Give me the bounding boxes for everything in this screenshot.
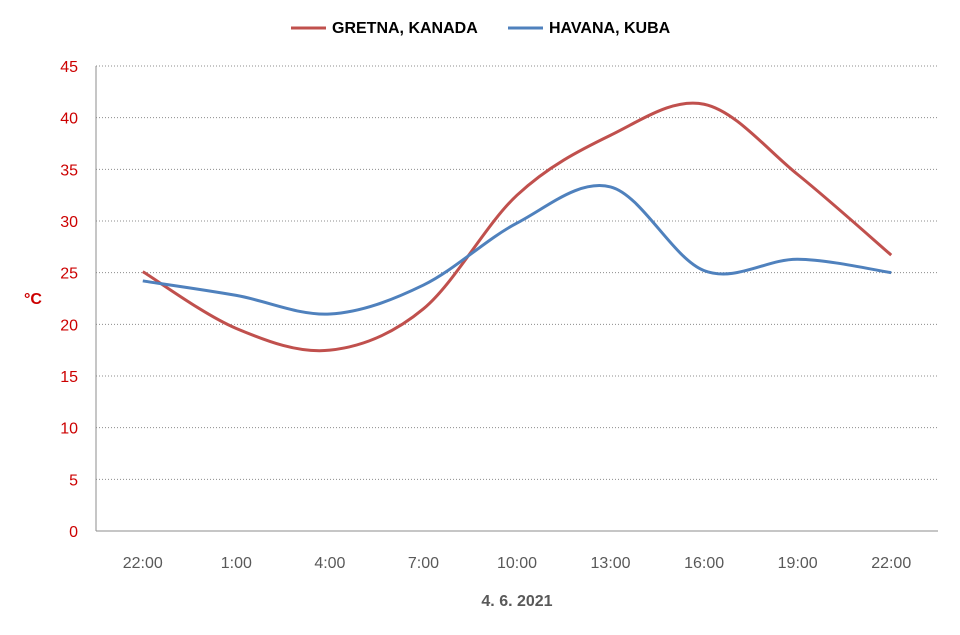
y-tick-label: 30 xyxy=(60,214,78,231)
x-tick-label: 1:00 xyxy=(221,555,252,572)
x-axis-ticks: 22:00 1:00 4:00 7:00 10:00 13:00 16:00 19:00 22:… xyxy=(123,555,912,572)
y-tick-label: 25 xyxy=(60,266,78,283)
x-axis-label: 4. 6. 2021 xyxy=(481,593,552,610)
y-tick-label: 15 xyxy=(60,369,78,386)
x-tick-label: 13:00 xyxy=(591,555,631,572)
y-tick-label: 5 xyxy=(69,472,78,489)
series-line-havana xyxy=(142,184,892,316)
series-line-gretna xyxy=(141,101,893,353)
y-tick-label: 0 xyxy=(69,524,78,541)
legend-label-gretna: GRETNA, KANADA xyxy=(332,20,478,37)
y-axis-label: °C xyxy=(24,291,42,308)
y-tick-label: 45 xyxy=(60,59,78,76)
series-lines xyxy=(141,101,893,353)
legend-label-havana: HAVANA, KUBA xyxy=(549,20,671,37)
y-tick-label: 20 xyxy=(60,317,78,334)
x-tick-label: 10:00 xyxy=(497,555,537,572)
legend: GRETNA, KANADA HAVANA, KUBA xyxy=(291,20,671,37)
y-axis-ticks: 0 5 10 15 20 25 30 35 40 45 xyxy=(60,59,78,541)
y-tick-label: 10 xyxy=(60,421,78,438)
x-tick-label: 7:00 xyxy=(408,555,439,572)
y-tick-label: 40 xyxy=(60,111,78,128)
x-tick-label: 4:00 xyxy=(314,555,345,572)
x-tick-label: 19:00 xyxy=(778,555,818,572)
gridlines xyxy=(96,65,938,480)
x-tick-label: 16:00 xyxy=(684,555,724,572)
x-tick-label: 22:00 xyxy=(123,555,163,572)
y-tick-label: 35 xyxy=(60,162,78,179)
x-tick-label: 22:00 xyxy=(871,555,911,572)
